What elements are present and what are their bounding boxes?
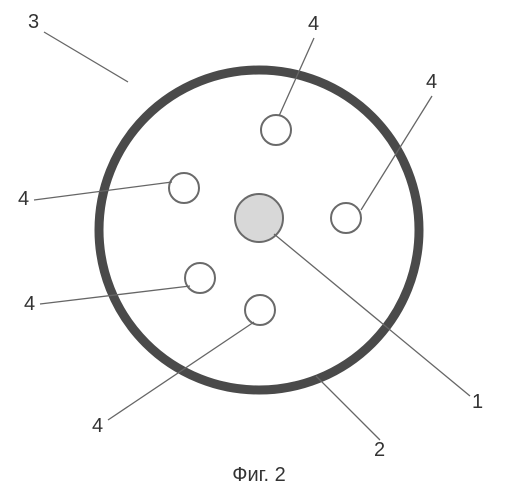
callout-label: 3 xyxy=(28,11,39,33)
callout-line xyxy=(316,376,380,440)
callout-label: 1 xyxy=(472,391,483,413)
callout-label: 4 xyxy=(426,71,437,93)
small-circle xyxy=(331,203,361,233)
callout-label: 2 xyxy=(374,439,385,460)
figure-caption: Фиг. 2 xyxy=(0,464,518,487)
callout-line xyxy=(44,32,128,82)
callout-label: 4 xyxy=(308,13,319,35)
small-circle xyxy=(245,295,275,325)
callout-label: 4 xyxy=(18,188,29,210)
callout-line xyxy=(108,322,254,420)
small-circle xyxy=(169,173,199,203)
callout-line xyxy=(274,234,470,396)
small-circle xyxy=(185,263,215,293)
callout-label: 4 xyxy=(24,293,35,315)
small-circle xyxy=(261,115,291,145)
cross-section-diagram: 3 4 4 4 4 4 1 2 xyxy=(0,0,518,460)
callout-label: 4 xyxy=(92,415,103,437)
